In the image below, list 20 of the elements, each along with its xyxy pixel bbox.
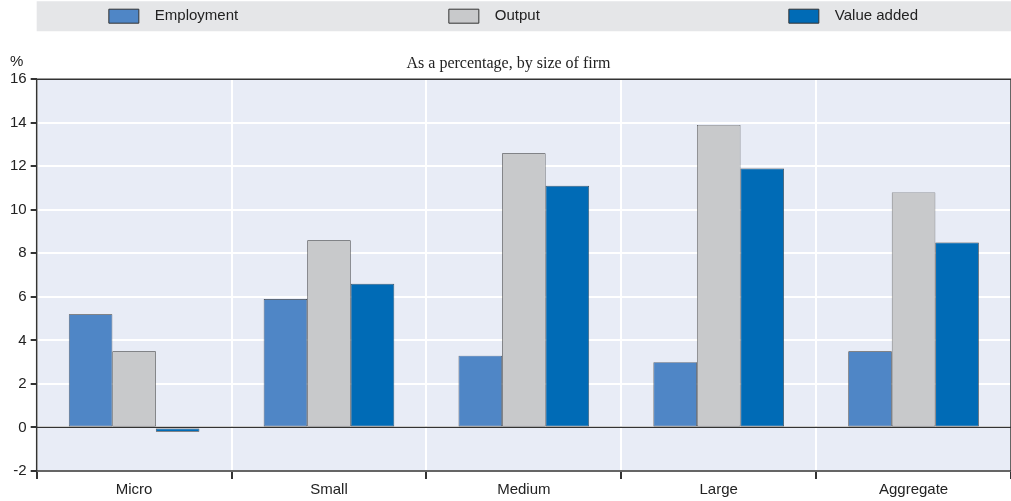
chart-title: As a percentage, by size of firm — [406, 53, 612, 72]
y-tick-label: 4 — [18, 330, 27, 348]
y-tick-label: 16 — [10, 69, 27, 87]
y-tick-label: -2 — [13, 461, 27, 479]
y-tick-label: 6 — [18, 287, 27, 305]
y-tick-label: 2 — [18, 374, 27, 392]
x-tick-label: Aggregate — [878, 480, 949, 498]
y-axis-title: % — [10, 51, 24, 69]
y-tick-label: 12 — [10, 156, 27, 174]
legend-label: Output — [494, 6, 541, 24]
x-tick-label: Large — [699, 480, 738, 498]
y-tick-label: 0 — [18, 417, 27, 435]
y-tick-label: 10 — [10, 199, 27, 217]
legend-label: Employment — [154, 6, 240, 24]
legend-label: Value added — [834, 6, 918, 24]
y-tick-label: 14 — [10, 112, 27, 130]
y-tick-label: 8 — [18, 243, 27, 261]
x-tick-label: Small — [310, 480, 348, 498]
x-tick-label: Medium — [497, 480, 551, 498]
x-tick-label: Micro — [115, 480, 153, 498]
